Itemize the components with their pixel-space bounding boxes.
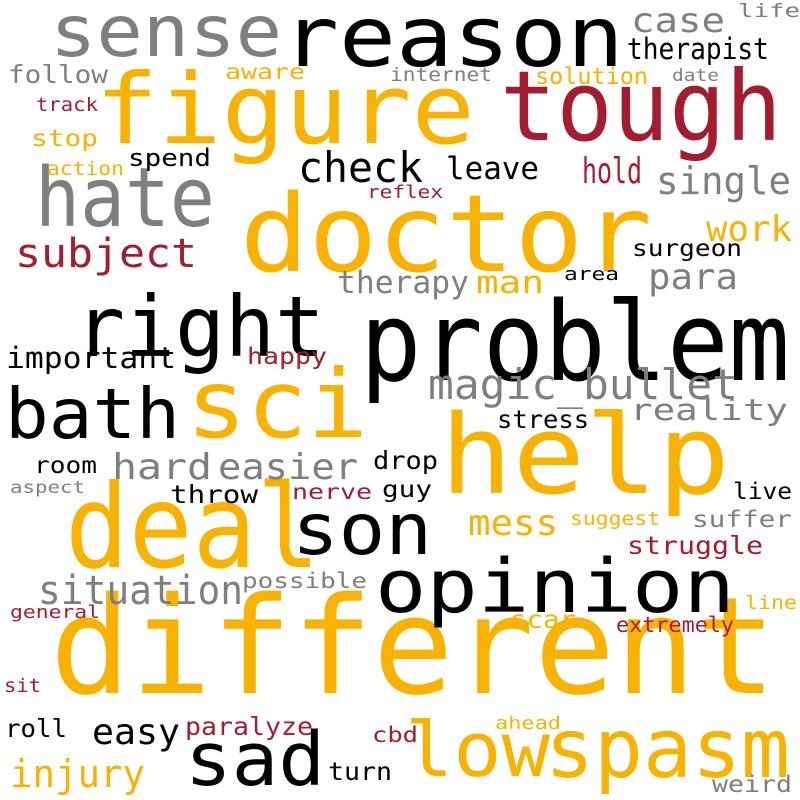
word-reflex: reflex bbox=[367, 181, 444, 203]
word-hard: hard bbox=[112, 446, 213, 488]
word-spend: spend bbox=[128, 143, 211, 172]
word-right: right bbox=[75, 277, 325, 376]
word-subject: subject bbox=[15, 230, 198, 277]
word-follow: follow bbox=[8, 60, 108, 90]
word-sci: sci bbox=[186, 350, 369, 461]
word-guy: guy bbox=[382, 476, 432, 503]
word-bath: bath bbox=[5, 374, 180, 455]
word-low: low bbox=[405, 706, 550, 795]
word-reason: reason bbox=[282, 0, 624, 86]
word-para: para bbox=[648, 256, 739, 298]
word-stress: stress bbox=[497, 405, 590, 435]
word-leave: leave bbox=[446, 151, 540, 188]
word-therapist: therapist bbox=[627, 32, 769, 67]
word-nerve: nerve bbox=[292, 478, 373, 504]
word-hold: hold bbox=[582, 150, 643, 192]
word-figure: figure bbox=[95, 53, 475, 167]
word-struggle: struggle bbox=[627, 531, 763, 561]
word-easy: easy bbox=[92, 711, 181, 753]
word-sense: sense bbox=[50, 0, 283, 73]
word-drop: drop bbox=[373, 446, 439, 476]
word-throw: throw bbox=[170, 480, 259, 510]
word-room: room bbox=[34, 452, 97, 479]
word-problem: problem bbox=[360, 278, 790, 407]
word-roll: roll bbox=[5, 714, 68, 744]
word-paralyze: paralyze bbox=[185, 712, 313, 742]
word-ahead: ahead bbox=[495, 712, 561, 734]
word-aspect: aspect bbox=[10, 476, 86, 497]
word-sit: sit bbox=[4, 674, 41, 697]
word-mess: mess bbox=[468, 502, 559, 544]
word-different: different bbox=[50, 567, 777, 725]
word-opinion: opinion bbox=[375, 544, 735, 630]
word-aware: aware bbox=[225, 58, 306, 84]
word-scar: scar bbox=[510, 605, 576, 635]
word-action: action bbox=[47, 157, 124, 180]
word-case: case bbox=[631, 0, 725, 40]
word-magic-bullet: magic_bullet bbox=[428, 360, 738, 410]
word-injury: injury bbox=[10, 751, 146, 796]
word-help: help bbox=[440, 391, 730, 520]
word-stop: stop bbox=[31, 125, 98, 152]
word-weird: weird bbox=[712, 771, 792, 798]
word-check: check bbox=[298, 143, 423, 193]
word-spasm: spasm bbox=[545, 702, 790, 798]
word-cbd: cbd bbox=[372, 721, 418, 747]
word-situation: situation bbox=[38, 567, 244, 614]
word-date: date bbox=[672, 64, 720, 85]
word-extremely: extremely bbox=[616, 611, 735, 637]
word-single: single bbox=[656, 158, 792, 203]
word-surgeon: surgeon bbox=[632, 235, 743, 262]
word-happy: happy bbox=[247, 343, 327, 370]
word-man: man bbox=[476, 265, 545, 302]
word-possible: possible bbox=[242, 567, 367, 593]
word-live: live bbox=[733, 478, 793, 505]
word-easier: easier bbox=[218, 446, 359, 488]
word-line: line bbox=[745, 591, 797, 614]
word-deal: deal bbox=[65, 461, 321, 596]
word-tough: tough bbox=[500, 50, 782, 164]
word-life: life bbox=[738, 0, 800, 22]
word-hate: hate bbox=[35, 151, 215, 247]
word-reality: reality bbox=[630, 393, 788, 428]
word-son: son bbox=[292, 487, 432, 571]
word-important: important bbox=[6, 341, 177, 376]
word-suggest: suggest bbox=[570, 507, 661, 530]
word-track: track bbox=[36, 93, 98, 116]
word-suffer: suffer bbox=[692, 506, 792, 533]
word-work: work bbox=[706, 208, 792, 250]
word-internet: internet bbox=[390, 63, 492, 86]
word-general: general bbox=[10, 601, 101, 623]
word-doctor: doctor bbox=[240, 171, 652, 297]
word-turn: turn bbox=[328, 757, 392, 787]
word-sad: sad bbox=[185, 717, 325, 800]
word-therapy: therapy bbox=[337, 265, 469, 302]
word-solution: solution bbox=[535, 63, 649, 90]
word-area: area bbox=[564, 263, 620, 285]
